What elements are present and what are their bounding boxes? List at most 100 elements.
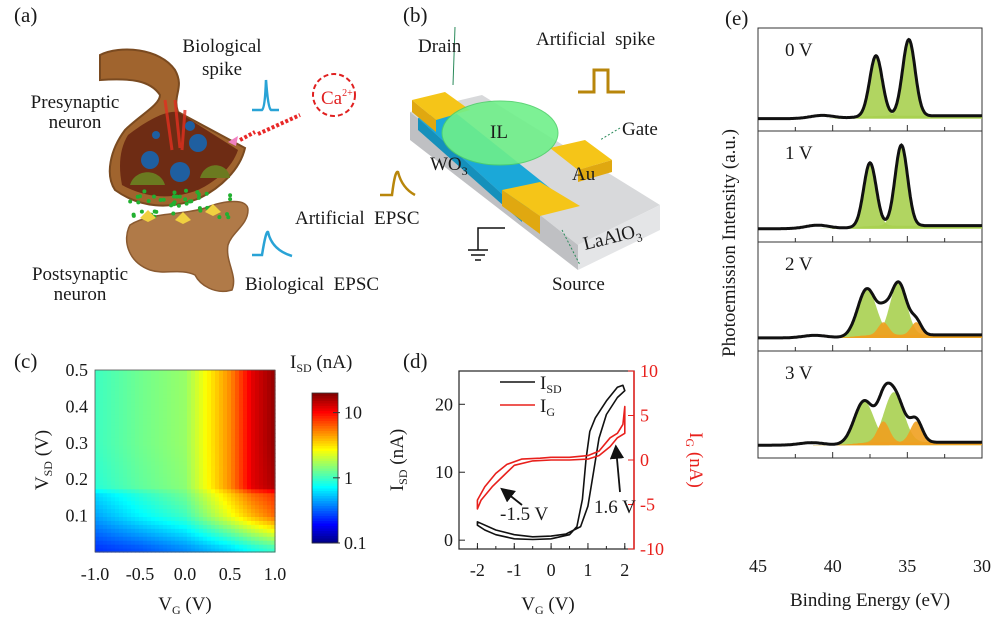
heatmap-cell: [215, 492, 220, 498]
heatmap-cell: [163, 397, 168, 403]
x-tick-label: -2: [470, 560, 485, 580]
heatmap-cell: [199, 536, 204, 541]
heatmap-cell: [155, 453, 160, 458]
heatmap-cell: [247, 453, 252, 458]
heatmap-cell: [139, 449, 144, 454]
heatmap-cell: [159, 413, 164, 419]
heatmap-cell: [183, 449, 188, 454]
heatmap-cell: [175, 544, 180, 549]
heatmap-cell: [247, 548, 252, 553]
heatmap-cell: [163, 413, 168, 419]
heatmap-cell: [219, 461, 224, 466]
heatmap-cell: [131, 544, 136, 549]
heatmap-cell: [271, 468, 276, 474]
heatmap-cell: [175, 441, 180, 446]
fitted-envelope: [758, 381, 982, 447]
heatmap-cell: [259, 520, 264, 525]
heatmap-cell: [243, 393, 248, 399]
heatmap-cell: [111, 480, 116, 486]
heatmap-cell: [135, 504, 140, 510]
heatmap-cell: [107, 370, 112, 375]
heatmap-cell: [227, 417, 232, 423]
heatmap-cell: [103, 461, 108, 466]
heatmap-cell: [183, 540, 188, 545]
heatmap-cell: [139, 512, 144, 517]
heatmap-cell: [163, 377, 168, 383]
heatmap-cell: [139, 524, 144, 529]
heatmap-cell: [171, 437, 176, 442]
heatmap-cell: [223, 405, 228, 411]
heatmap-cell: [183, 393, 188, 399]
heatmap-cell: [119, 468, 124, 474]
heatmap-cell: [159, 548, 164, 553]
heatmap-cell: [163, 520, 168, 525]
heatmap-cell: [227, 532, 232, 537]
heatmap-cell: [147, 504, 152, 510]
heatmap-cell: [227, 508, 232, 514]
heatmap-cell: [163, 532, 168, 537]
heatmap-cell: [223, 512, 228, 517]
heatmap-cell: [203, 373, 208, 379]
heatmap-cell: [191, 389, 196, 395]
heatmap-cell: [119, 405, 124, 411]
colorbar-segment: [312, 508, 338, 511]
heatmap-cell: [195, 405, 200, 411]
heatmap-cell: [143, 528, 148, 533]
heatmap-cell: [107, 480, 112, 486]
heatmap-cell: [167, 389, 172, 395]
heatmap-cell: [123, 532, 128, 537]
heatmap-cell: [235, 405, 240, 411]
heatmap-cell: [259, 512, 264, 517]
heatmap-cell: [107, 528, 112, 533]
heatmap-cell: [223, 500, 228, 506]
heatmap-cell: [203, 504, 208, 510]
heatmap-cell: [119, 504, 124, 510]
x-tick-label: 35: [898, 556, 916, 576]
heatmap-cell: [147, 449, 152, 454]
panel-c-label: (c): [14, 349, 37, 373]
heatmap-cell: [163, 488, 168, 494]
heatmap-cell: [127, 441, 132, 446]
heatmap-cell: [175, 548, 180, 553]
heatmap-cell: [271, 370, 276, 375]
heatmap-cell: [155, 472, 160, 478]
heatmap-cell: [119, 532, 124, 537]
heatmap-cell: [271, 488, 276, 494]
heatmap-cell: [135, 393, 140, 399]
heatmap-cell: [123, 512, 128, 517]
heatmap-cell: [111, 449, 116, 454]
heatmap-cell: [159, 472, 164, 478]
heatmap-cell: [175, 476, 180, 482]
heatmap-cell: [211, 433, 216, 438]
heatmap-cell: [155, 492, 160, 498]
heatmap-cell: [179, 433, 184, 438]
heatmap-cell: [199, 433, 204, 438]
heatmap-cell: [103, 540, 108, 545]
heatmap-cell: [251, 373, 256, 379]
heatmap-cell: [195, 504, 200, 510]
heatmap-cell: [203, 401, 208, 407]
heatmap-cell: [259, 370, 264, 375]
heatmap-cell: [235, 425, 240, 430]
heatmap-cell: [259, 540, 264, 545]
colorbar-segment: [312, 478, 338, 481]
heatmap-cell: [175, 500, 180, 506]
heatmap-cell: [235, 381, 240, 387]
heatmap-cell: [247, 520, 252, 525]
heatmap-cell: [111, 536, 116, 541]
heatmap-cell: [143, 377, 148, 383]
colorbar-segment: [312, 450, 338, 454]
heatmap-cell: [183, 370, 188, 375]
heatmap-cell: [263, 464, 268, 470]
heatmap-cell: [111, 385, 116, 391]
heatmap-cell: [203, 393, 208, 399]
heatmap-cell: [123, 476, 128, 482]
heatmap-cell: [167, 496, 172, 502]
heatmap-cell: [147, 429, 152, 434]
heatmap-cell: [215, 532, 220, 537]
heatmap-cell: [215, 409, 220, 415]
heatmap-cell: [199, 504, 204, 510]
heatmap-cell: [131, 461, 136, 466]
heatmap-cell: [247, 524, 252, 529]
heatmap-cell: [131, 464, 136, 470]
